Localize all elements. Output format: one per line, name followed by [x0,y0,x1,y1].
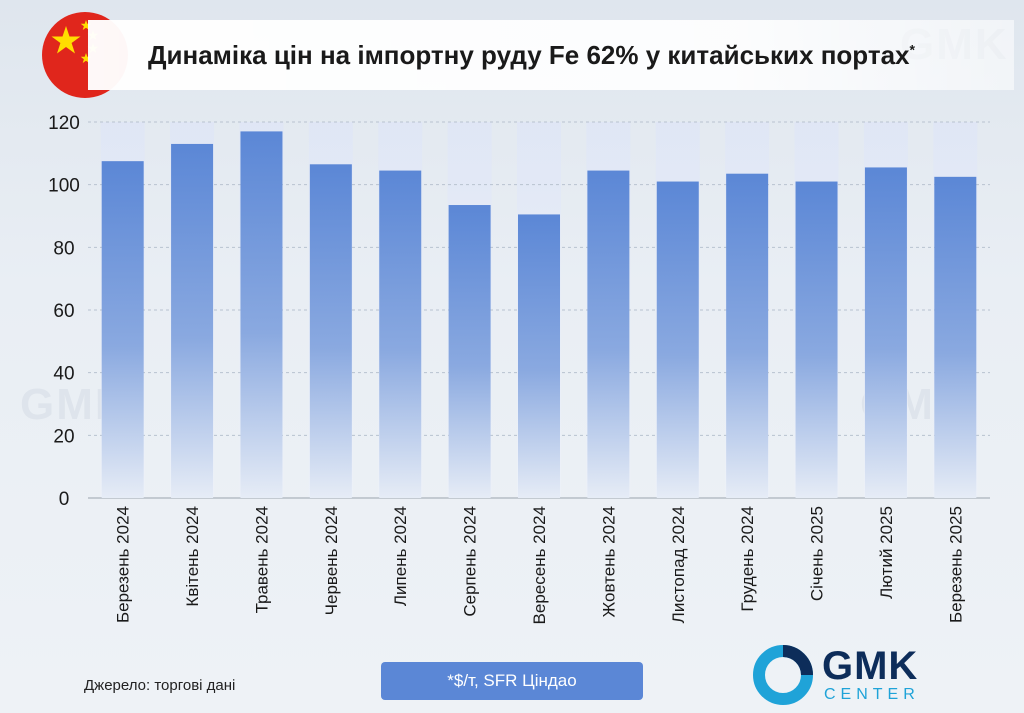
bar [101,161,144,498]
bar [379,170,422,499]
bar [795,181,838,499]
bar [864,167,907,498]
x-tick-label: Травень 2024 [252,506,271,613]
chart-title-text: Динаміка цін на імпортну руду Fe 62% у к… [148,40,910,70]
y-tick-label: 0 [59,489,70,510]
bar [448,205,491,499]
bar [726,173,769,498]
x-tick-label: Червень 2024 [322,506,341,615]
source-note: Джерело: торгові дані [84,677,236,694]
unit-note: *$/т, SFR Ціндао [381,662,643,700]
y-tick-label: 100 [48,176,80,197]
gmk-logo-icon [753,645,813,705]
y-tick-label: 60 [53,301,74,322]
x-tick-label: Серпень 2024 [461,506,480,617]
x-tick-label: Лютий 2025 [877,506,896,599]
y-tick-label: 20 [53,426,74,447]
bar [309,164,352,499]
bar [240,131,283,498]
title-bar [88,20,1014,90]
bar [171,143,214,498]
y-tick-label: 40 [53,364,74,385]
bar [656,181,699,499]
x-tick-label: Липень 2024 [391,506,410,606]
chart-title: Динаміка цін на імпортну руду Fe 62% у к… [148,40,915,71]
x-tick-label: Вересень 2024 [530,506,549,624]
bar [934,176,977,499]
bar [587,170,630,499]
x-tick-label: Грудень 2024 [738,506,757,612]
y-tick-label: 120 [48,113,80,134]
x-tick-label: Листопад 2024 [669,506,688,623]
x-tick-label: Січень 2025 [808,506,827,601]
x-tick-label: Жовтень 2024 [599,506,618,617]
gmk-center-logo: GMK CENTER [752,644,932,706]
x-tick-label: Березень 2024 [114,506,133,623]
y-tick-label: 80 [53,238,74,259]
logo-name: GMK [822,644,919,688]
title-footnote-mark: * [909,41,915,58]
x-tick-label: Березень 2025 [946,506,965,623]
x-tick-label: Квітень 2024 [183,506,202,607]
logo-sub: CENTER [824,686,920,703]
bar [518,214,560,498]
